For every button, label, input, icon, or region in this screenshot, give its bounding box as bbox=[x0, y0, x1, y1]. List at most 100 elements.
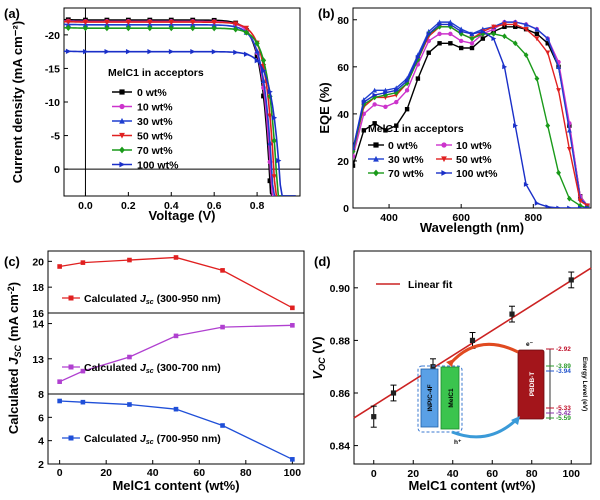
legend-title-a: MelC1 in acceptors bbox=[108, 67, 204, 79]
calc-point bbox=[220, 324, 225, 330]
melc1-bar bbox=[440, 366, 460, 430]
material-label-inpic-4f: INPIC-4F bbox=[427, 384, 434, 411]
energy-level-item: -5.42 bbox=[546, 410, 571, 417]
legend-label: 10 wt% bbox=[137, 102, 173, 114]
y-tick-label-a: -5 bbox=[51, 131, 60, 143]
jv-point bbox=[168, 49, 175, 55]
legend-marker-icon bbox=[373, 142, 379, 148]
eqe-point bbox=[469, 31, 475, 37]
calc-point bbox=[127, 354, 132, 360]
calc-line bbox=[59, 324, 293, 383]
y-tick-label-b: 40 bbox=[337, 109, 349, 121]
eqe-point bbox=[502, 33, 507, 40]
eqe-point bbox=[556, 205, 562, 208]
panel-label-a: (a) bbox=[4, 6, 20, 21]
eqe-point bbox=[556, 64, 561, 70]
jv-point bbox=[260, 57, 267, 64]
jv-point bbox=[65, 24, 71, 31]
jv-point bbox=[243, 25, 250, 31]
legend-marker-icon bbox=[373, 169, 379, 177]
legend-item-a: 70 wt% bbox=[112, 145, 173, 157]
eqe-point bbox=[502, 22, 507, 28]
y-tick-label-c: 6 bbox=[38, 412, 44, 424]
y-tick-label-c: 8 bbox=[38, 389, 44, 401]
calc-point bbox=[173, 333, 179, 339]
eqe-point bbox=[534, 26, 540, 32]
legend-marker-icon bbox=[68, 435, 74, 441]
legend-marker-icon bbox=[68, 295, 74, 301]
eqe-point bbox=[523, 21, 529, 27]
legend-marker-icon bbox=[441, 170, 448, 176]
jv-point bbox=[125, 19, 132, 25]
voc-point bbox=[371, 414, 377, 420]
y-tick-label-d: 0.88 bbox=[330, 335, 351, 347]
x-tick-label-b: 800 bbox=[525, 212, 543, 224]
eqe-point bbox=[512, 40, 518, 47]
eqe-point bbox=[523, 182, 529, 187]
jv-point bbox=[125, 49, 132, 55]
legend-marker-icon bbox=[441, 156, 447, 163]
x-tick-label-d: 20 bbox=[407, 468, 419, 480]
calc-point bbox=[57, 264, 62, 269]
eqe-point bbox=[545, 122, 551, 129]
eqe-point bbox=[372, 92, 378, 98]
eqe-point bbox=[556, 169, 561, 176]
series-group-b bbox=[353, 19, 591, 208]
calc-series-3 bbox=[57, 398, 295, 462]
jv-point bbox=[260, 77, 267, 84]
y-tick-label-c: 14 bbox=[32, 319, 44, 331]
y-axis-label-a: Current density (mA cm⁻²) bbox=[10, 21, 25, 183]
eqe-point bbox=[502, 64, 508, 70]
x-tick-label-a: 0.4 bbox=[164, 200, 179, 212]
eqe-point bbox=[545, 41, 550, 46]
pbdb-t-bar bbox=[517, 349, 545, 420]
calc-point bbox=[220, 268, 225, 273]
eqe-point bbox=[353, 154, 356, 159]
energy-level-axis-title: Energy Level (eV) bbox=[581, 357, 588, 412]
legend-label: 10 wt% bbox=[456, 140, 492, 152]
jv-point bbox=[261, 67, 267, 74]
eqe-point bbox=[480, 31, 486, 37]
inpic-4f-bar bbox=[420, 368, 439, 428]
x-tick-label-b: 600 bbox=[452, 212, 470, 224]
jv-point bbox=[276, 158, 282, 164]
calc-point bbox=[80, 368, 86, 374]
legend-label-fit: Linear fit bbox=[408, 279, 453, 291]
eqe-point bbox=[426, 31, 432, 37]
legend-item-a: 0 wt% bbox=[112, 87, 167, 99]
jv-point bbox=[147, 19, 153, 25]
x-tick-label-c: 100 bbox=[284, 467, 302, 479]
legend-item-a: 100 wt% bbox=[112, 160, 179, 172]
y-tick-label-b: 80 bbox=[337, 15, 349, 27]
legend-item-b: 10 wt% bbox=[436, 140, 492, 152]
jv-curve bbox=[64, 20, 296, 196]
jv-point bbox=[168, 25, 174, 32]
legend-item-b: 0 wt% bbox=[368, 140, 418, 152]
energy-level-value: -3.94 bbox=[556, 368, 571, 375]
y-tick-label-d: 0.84 bbox=[330, 441, 351, 453]
material-label-pbdb-t: PBDB-T bbox=[529, 372, 536, 397]
voc-point bbox=[568, 277, 574, 283]
jv-point bbox=[104, 25, 110, 32]
legend-item-b: 70 wt% bbox=[368, 168, 424, 180]
x-axis-label-d: MelC1 content (wt%) bbox=[408, 478, 535, 493]
eqe-point bbox=[415, 76, 421, 81]
eqe-point bbox=[523, 52, 529, 58]
jv-point bbox=[125, 25, 132, 32]
eqe-point bbox=[577, 198, 583, 204]
eqe-point bbox=[448, 41, 453, 46]
panel-label-b: (b) bbox=[318, 6, 335, 21]
jv-point bbox=[65, 48, 72, 54]
eqe-point bbox=[426, 50, 431, 55]
legend-marker-icon bbox=[119, 161, 126, 168]
eqe-point bbox=[394, 87, 399, 93]
energy-level-value: -2.92 bbox=[556, 346, 571, 353]
x-tick-label-c: 40 bbox=[147, 467, 159, 479]
x-axis-label-a: Voltage (V) bbox=[149, 208, 216, 223]
legend-item-b: 100 wt% bbox=[436, 168, 498, 180]
jv-point bbox=[82, 25, 89, 32]
eqe-point bbox=[458, 29, 464, 34]
jv-point bbox=[211, 25, 217, 32]
